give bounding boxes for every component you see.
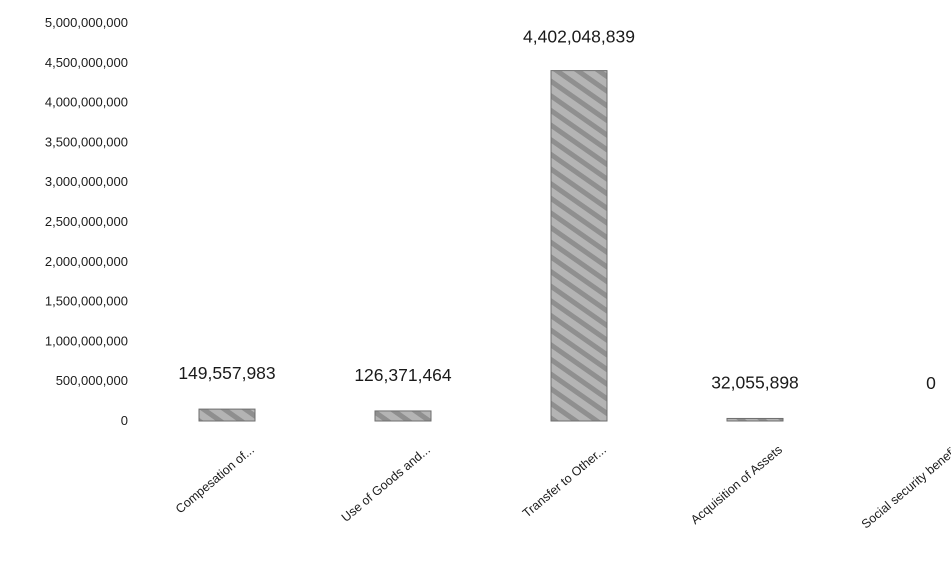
y-tick-label: 0 [121,413,128,428]
y-tick-label: 4,000,000,000 [45,95,128,110]
data-labels: 149,557,983 126,371,464 4,402,048,839 32,05… [178,27,936,393]
y-tick-label: 5,000,000,000 [45,15,128,30]
y-tick-label: 3,500,000,000 [45,134,128,149]
y-tick-label: 1,000,000,000 [45,333,128,348]
bar [374,410,432,422]
data-label: 4,402,048,839 [523,27,635,47]
data-label: 0 [926,373,936,393]
bar [550,70,608,422]
x-axis: Compesation of... Use of Goods and... Tran… [173,442,951,531]
x-tick-label: Acquisition of Assets [688,443,785,527]
data-label: 32,055,898 [711,372,799,392]
y-tick-label: 3,000,000,000 [45,174,128,189]
bar [198,408,256,422]
x-tick-label: Use of Goods and... [339,443,433,525]
y-tick-label: 4,500,000,000 [45,55,128,70]
y-tick-label: 500,000,000 [56,373,128,388]
x-tick-label: Transfer to Other... [520,443,609,521]
y-tick-label: 2,000,000,000 [45,254,128,269]
bar-series [198,70,784,422]
y-tick-label: 2,500,000,000 [45,214,128,229]
data-label: 149,557,983 [178,363,275,383]
data-label: 126,371,464 [354,365,452,385]
y-axis: 0 500,000,000 1,000,000,000 1,500,000,000 2,… [45,15,128,428]
bar [726,417,784,422]
x-tick-label: Social security benefit [859,442,951,531]
y-tick-label: 1,500,000,000 [45,294,128,309]
x-tick-label: Compesation of... [173,443,257,517]
